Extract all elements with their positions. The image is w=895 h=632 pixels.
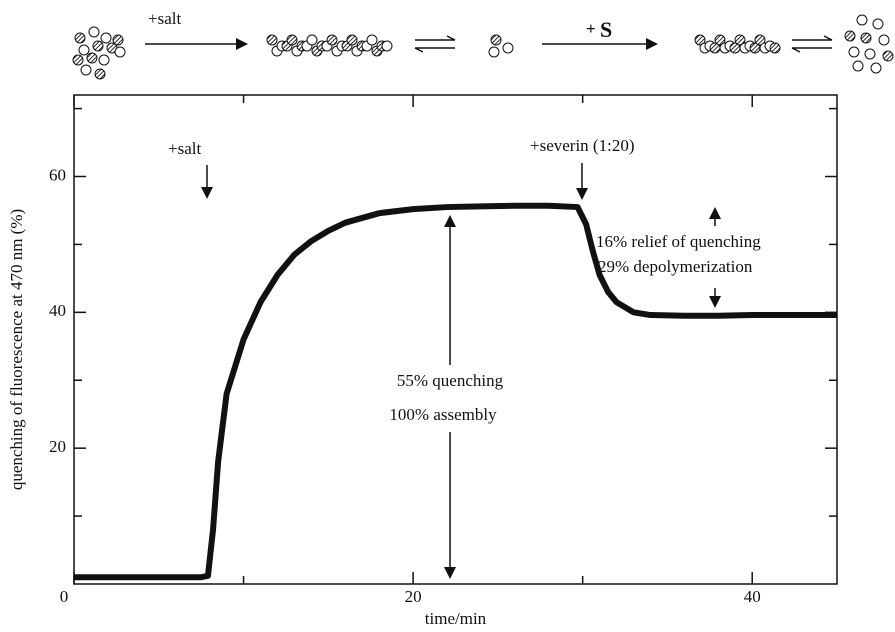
particle <box>115 47 125 57</box>
particle <box>367 35 377 45</box>
x-axis-title: time/min <box>425 609 487 628</box>
x-tick-label: 40 <box>744 587 761 606</box>
plot-frame <box>74 95 837 584</box>
particle <box>503 43 513 53</box>
particle <box>382 41 392 51</box>
particle <box>307 35 317 45</box>
y-tick-label: 20 <box>49 437 66 456</box>
particle <box>853 61 863 71</box>
particle <box>75 33 85 43</box>
particle <box>849 47 859 57</box>
particle <box>101 33 111 43</box>
particle <box>93 41 103 51</box>
y-axis-title: quenching of fluorescence at 470 nm (%) <box>7 209 26 490</box>
schematic-label: +salt <box>148 9 181 28</box>
particle <box>879 35 889 45</box>
particle <box>99 55 109 65</box>
particle <box>883 51 893 61</box>
particle <box>327 35 337 45</box>
annotation: 16% relief of quenching <box>596 232 761 251</box>
particle <box>113 35 123 45</box>
particle <box>81 65 91 75</box>
particle <box>267 35 277 45</box>
annotation: 55% quenching <box>397 371 504 390</box>
particle <box>873 19 883 29</box>
annotation: +salt <box>168 139 201 158</box>
equilibrium-arrow <box>792 36 832 52</box>
particle <box>89 27 99 37</box>
schematic-label: + <box>586 19 596 38</box>
chart: +salt + S 20 40 60 0 20 40 time/min quenching o… <box>0 0 895 632</box>
particle <box>87 53 97 63</box>
particle <box>491 35 501 45</box>
particle <box>95 69 105 79</box>
annotation: 100% assembly <box>389 405 497 424</box>
particle <box>861 33 871 43</box>
annotation: 29% depolymerization <box>598 257 753 276</box>
particle <box>73 55 83 65</box>
y-tick-label: 60 <box>49 165 66 184</box>
particle <box>79 45 89 55</box>
particle <box>770 43 780 53</box>
equilibrium-arrow <box>415 36 455 52</box>
particle <box>845 31 855 41</box>
y-tick-label: 40 <box>49 301 66 320</box>
x-tick-label: 20 <box>405 587 422 606</box>
particle <box>857 15 867 25</box>
particle <box>865 49 875 59</box>
x-tick-label: 0 <box>60 587 69 606</box>
particle <box>347 35 357 45</box>
schematic-label: S <box>600 17 612 42</box>
schematic: +salt + S <box>73 9 893 79</box>
annotation: +severin (1:20) <box>530 136 634 155</box>
particle <box>871 63 881 73</box>
particle <box>489 47 499 57</box>
particle <box>287 35 297 45</box>
